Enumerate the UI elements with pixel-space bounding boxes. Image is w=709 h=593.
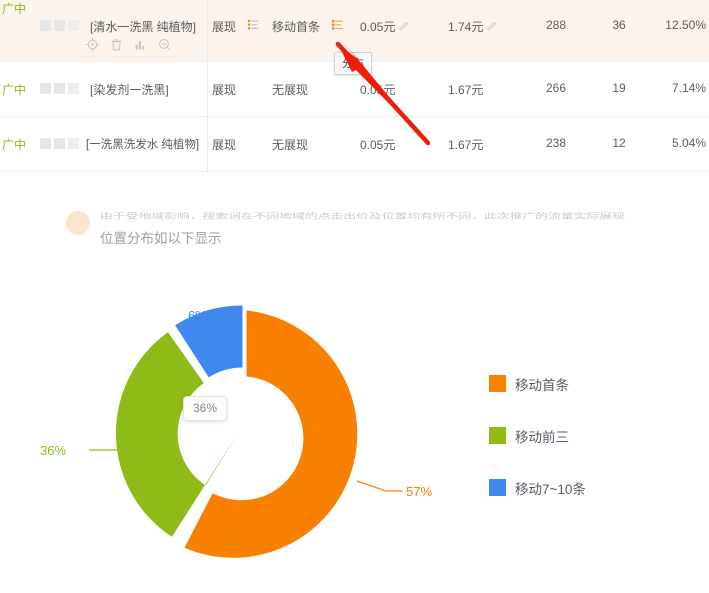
cell-region: 广中 bbox=[2, 83, 27, 97]
cell-show-state: 展现 bbox=[212, 20, 237, 34]
row-action-bar[interactable] bbox=[86, 38, 171, 51]
slice-label-mobile-7to10: 6% bbox=[188, 308, 207, 323]
cell-clicks: 36 bbox=[612, 18, 626, 32]
info-bulb-icon bbox=[66, 211, 90, 235]
cell-clicks: 12 bbox=[612, 136, 626, 150]
legend-label: 移动前三 bbox=[515, 429, 569, 445]
slice-label-mobile-top3: 36% bbox=[40, 443, 66, 458]
slice-hover-tooltip: 36% bbox=[183, 396, 228, 421]
cell-position: 无展现 bbox=[272, 138, 309, 152]
position-distribution-chart: 57% 36% 6% bbox=[0, 270, 709, 593]
keyword-table: 广中 [清水一洗黑 纯植物] 展现 移动首条 bbox=[0, 0, 709, 172]
position-distribution-icon[interactable] bbox=[328, 18, 343, 32]
chart-legend: 移动首条 移动前三 移动7~10条 bbox=[489, 375, 586, 531]
cell-bid-value: 1.74元 bbox=[448, 20, 484, 34]
slice-mobile-top3[interactable] bbox=[115, 332, 239, 537]
cell-ctr: 12.50% bbox=[665, 18, 706, 32]
cell-bid: 1.67元 bbox=[448, 83, 484, 97]
status-chip bbox=[68, 138, 79, 150]
distribution-tooltip: 分布 bbox=[334, 52, 372, 75]
cell-price: 0.05元 bbox=[360, 18, 434, 35]
cell-status-chips bbox=[40, 81, 88, 95]
slice-mobile-first[interactable] bbox=[184, 310, 358, 558]
status-chip bbox=[54, 83, 65, 95]
legend-swatch-icon bbox=[489, 375, 506, 392]
status-chip bbox=[68, 83, 79, 95]
list-distribution-icon[interactable] bbox=[248, 19, 259, 30]
cell-region: 广中 bbox=[2, 138, 27, 152]
minus-circle-icon[interactable] bbox=[158, 38, 171, 51]
donut-svg: 57% 36% 6% bbox=[40, 305, 432, 558]
cell-price: 0.05元 bbox=[360, 138, 396, 152]
cell-show-state: 展现 bbox=[212, 138, 237, 152]
label-leader-mobile-first: 57% bbox=[356, 480, 432, 499]
cell-keyword[interactable]: [一洗黑洗发水 纯植物] bbox=[86, 139, 200, 151]
cell-clicks: 19 bbox=[612, 81, 626, 95]
legend-label: 移动7~10条 bbox=[515, 481, 586, 497]
cell-ctr: 5.04% bbox=[671, 136, 706, 150]
cell-keyword[interactable]: [清水一洗黑 纯植物] bbox=[90, 20, 197, 34]
cell-impressions: 266 bbox=[545, 81, 567, 95]
target-icon[interactable] bbox=[86, 38, 99, 51]
legend-label: 移动首条 bbox=[515, 377, 569, 393]
list-distribution-icon[interactable] bbox=[332, 19, 343, 30]
label-leader-mobile-7to10: 6% bbox=[188, 308, 232, 348]
cell-status-chips bbox=[40, 136, 88, 150]
cell-position: 移动首条 bbox=[272, 20, 321, 34]
cell-status-chips bbox=[40, 18, 88, 32]
status-chip bbox=[54, 138, 65, 150]
legend-swatch-icon bbox=[489, 427, 506, 444]
edit-pencil-icon[interactable] bbox=[399, 21, 410, 32]
table-row[interactable]: 广中 [一洗黑洗发水 纯植物] 展现 无展现 0.05元 1.67元 238 1… bbox=[0, 117, 709, 172]
status-chip bbox=[68, 20, 79, 32]
cell-impressions: 288 bbox=[545, 18, 567, 32]
trash-icon[interactable] bbox=[110, 38, 123, 51]
cell-show-state: 展现 bbox=[212, 83, 237, 97]
status-chip bbox=[40, 20, 51, 32]
slice-label-mobile-first: 57% bbox=[406, 484, 432, 499]
slice-mobile-7to10[interactable] bbox=[175, 305, 243, 430]
legend-item-mobile-top3[interactable]: 移动前三 bbox=[489, 427, 586, 445]
cell-ctr: 7.14% bbox=[671, 81, 706, 95]
cell-position: 无展现 bbox=[272, 83, 309, 97]
label-leader-mobile-top3: 36% bbox=[40, 443, 122, 458]
cell-region: 广中 bbox=[2, 2, 27, 16]
cell-price: 0.05元 bbox=[360, 83, 396, 97]
bar-chart-icon[interactable] bbox=[134, 38, 147, 51]
notice-line-2: 位置分布如以下显示 bbox=[100, 231, 222, 246]
status-chip bbox=[40, 83, 51, 95]
cell-price-value: 0.05元 bbox=[360, 20, 396, 34]
legend-item-mobile-first[interactable]: 移动首条 bbox=[489, 375, 586, 393]
status-chip bbox=[54, 20, 65, 32]
show-distribution-icon-row1[interactable] bbox=[244, 18, 259, 32]
edit-pencil-icon[interactable] bbox=[487, 21, 498, 32]
frozen-column-divider bbox=[207, 0, 208, 172]
cell-impressions: 238 bbox=[545, 136, 567, 150]
notice-line-1: 由于受地域影响，搜索词在不同地域的点击出价及位置均有所不同，此次推广的流量实际展… bbox=[100, 211, 625, 220]
cell-bid: 1.67元 bbox=[448, 138, 484, 152]
legend-item-mobile-7to10[interactable]: 移动7~10条 bbox=[489, 479, 586, 497]
legend-swatch-icon bbox=[489, 479, 506, 496]
cell-bid: 1.74元 bbox=[448, 18, 522, 35]
status-chip bbox=[40, 138, 51, 150]
cell-keyword[interactable]: [染发剂一洗黑] bbox=[90, 83, 169, 97]
